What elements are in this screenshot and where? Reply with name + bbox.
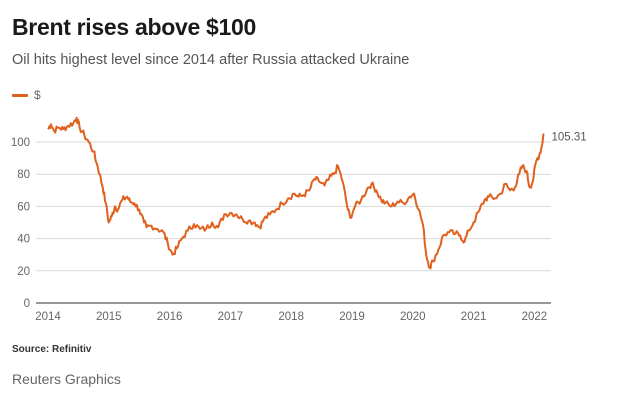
chart-title: Brent rises above $100 <box>12 14 256 40</box>
x-tick-label: 2022 <box>522 311 548 323</box>
credit: Reuters Graphics <box>12 371 121 387</box>
x-tick-label: 2021 <box>461 311 487 323</box>
legend: $ <box>12 88 41 102</box>
x-tick-label: 2020 <box>400 311 426 323</box>
x-tick-label: 2015 <box>96 311 122 323</box>
y-axis-ticks: 0 20 40 60 80 100 <box>11 137 30 310</box>
y-tick-label: 100 <box>11 137 30 149</box>
y-tick-label: 20 <box>17 266 30 278</box>
y-tick-label: 60 <box>17 201 30 213</box>
x-tick-label: 2018 <box>278 311 304 323</box>
x-tick-label: 2014 <box>35 311 61 323</box>
x-axis-ticks: 2014 2015 2016 2017 2018 2019 2020 2021 2022 <box>35 311 547 323</box>
x-tick-label: 2016 <box>157 311 183 323</box>
series-layer <box>47 116 545 270</box>
gridlines <box>36 141 551 304</box>
series-line-brent <box>47 116 545 270</box>
y-tick-label: 40 <box>17 234 30 246</box>
legend-label: $ <box>34 88 41 102</box>
x-tick-label: 2019 <box>339 311 365 323</box>
source-note: Source: Refinitiv <box>12 344 92 355</box>
legend-swatch <box>12 93 28 97</box>
y-tick-label: 0 <box>24 298 30 310</box>
end-value-label: 105.31 <box>552 131 587 143</box>
chart-subtitle: Oil hits highest level since 2014 after … <box>12 52 410 68</box>
x-tick-label: 2017 <box>218 311 244 323</box>
y-tick-label: 80 <box>17 169 30 181</box>
